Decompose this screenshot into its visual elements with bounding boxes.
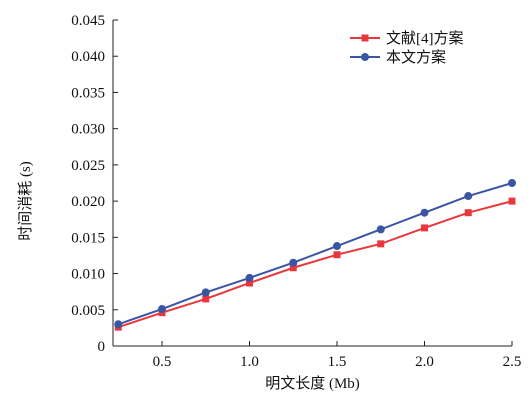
data-point — [376, 225, 385, 234]
x-tick-label: 2.0 — [415, 354, 434, 370]
legend-marker — [361, 34, 369, 42]
data-point — [289, 258, 298, 267]
y-tick-label: 0.015 — [71, 230, 105, 246]
y-tick-label: 0.045 — [71, 13, 105, 29]
data-point — [246, 279, 253, 287]
series-line — [117, 182, 513, 326]
y-tick-label: 0.005 — [71, 303, 105, 319]
legend-label: 本文方案 — [386, 48, 446, 66]
data-point — [421, 224, 428, 232]
data-point — [508, 197, 516, 205]
legend-item: 文献[4]方案 — [350, 29, 464, 47]
data-point — [333, 242, 341, 251]
data-point — [202, 295, 210, 303]
x-tick-label: 1.5 — [328, 354, 347, 370]
data-point — [420, 208, 429, 217]
series-0 — [114, 197, 516, 331]
y-tick-label: 0.025 — [71, 158, 105, 174]
data-point — [464, 192, 473, 201]
data-point — [201, 288, 210, 297]
y-tick-label: 0.010 — [71, 267, 105, 283]
y-tick-label: 0 — [98, 339, 106, 355]
data-point — [377, 240, 385, 248]
data-point — [508, 179, 516, 187]
data-point — [464, 209, 472, 217]
x-tick-label: 1.0 — [240, 354, 259, 370]
data-point — [289, 264, 297, 272]
x-axis-title: 明文长度 (Mb) — [265, 375, 360, 392]
axes: 0 0.005 0.010 0.015 0.020 0.025 0.030 0.035 0.04… — [71, 13, 521, 370]
series-1 — [114, 179, 516, 329]
legend-item: 本文方案 — [350, 48, 446, 66]
x-tick-label: 0.5 — [153, 354, 172, 370]
data-point — [158, 305, 166, 314]
legend-label: 文献[4]方案 — [386, 29, 464, 47]
data-point — [245, 273, 254, 282]
series-layer — [114, 179, 516, 331]
y-tick-label: 0.040 — [71, 49, 105, 65]
y-axis-title: 时间消耗 (s) — [17, 161, 34, 241]
data-point — [114, 320, 123, 329]
y-tick-label: 0.020 — [71, 194, 105, 210]
x-tick-label: 2.5 — [503, 354, 522, 370]
y-tick-label: 0.030 — [71, 122, 105, 138]
legend-marker — [361, 53, 369, 61]
data-point — [333, 251, 341, 259]
series-line — [117, 200, 513, 329]
y-tick-label: 0.035 — [71, 85, 105, 101]
